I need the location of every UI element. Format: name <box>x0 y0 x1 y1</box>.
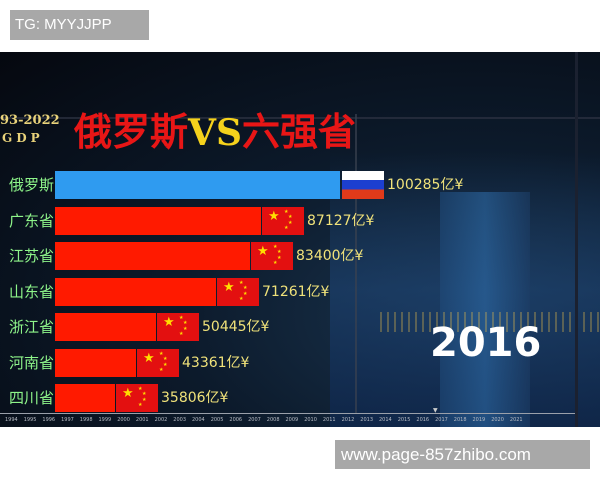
title-six-provinces: 六强省 <box>241 109 356 154</box>
watermark-bottom: www.page-857zhibo.com <box>335 440 590 469</box>
timeline-tick[interactable]: 2009 <box>285 417 299 423</box>
bar <box>55 206 261 235</box>
timeline-tick[interactable]: 2013 <box>360 417 374 423</box>
timeline-tick[interactable]: 1994 <box>5 417 18 423</box>
timeline-tick[interactable]: 2010 <box>304 417 317 423</box>
bar-label: 浙江省 <box>8 318 54 336</box>
timeline-tick[interactable]: 2020 <box>491 417 504 423</box>
title-vs: VS <box>188 112 242 154</box>
chart-subtitle-years: 93-2022 <box>0 113 60 128</box>
bar <box>55 313 156 341</box>
timeline-tick[interactable]: 2011 <box>322 417 336 423</box>
chart-title: 俄罗斯VS六强省 <box>74 110 356 155</box>
timeline-tick[interactable]: 2004 <box>192 417 205 423</box>
bar-value: 71261亿¥ <box>262 283 330 300</box>
china-flag-icon: ★ ★ ★ ★ ★ <box>251 242 293 270</box>
timeline-tick[interactable]: 2000 <box>117 417 130 423</box>
chart-subtitle-gdp: GDP <box>2 131 44 145</box>
timeline-ticks: 1994 1995 1996 1997 1998 1999 2000 2001 2002 2003… <box>0 416 600 426</box>
russia-flag-icon <box>342 171 384 199</box>
bar-value: 35806亿¥ <box>161 390 229 406</box>
bar-value: 83400亿¥ <box>296 248 364 264</box>
bar <box>55 384 115 412</box>
bar <box>55 277 216 306</box>
timeline-tick[interactable]: 1998 <box>79 417 93 423</box>
timeline-tick[interactable]: 2012 <box>341 417 355 423</box>
watermark-top: TG: MYYJJPP <box>10 10 149 40</box>
bar <box>55 242 250 270</box>
timeline-tick[interactable]: 1995 <box>23 417 37 423</box>
timeline-tick[interactable]: 2021 <box>509 417 523 423</box>
timeline-tick[interactable]: 2001 <box>135 417 149 423</box>
china-flag-icon: ★ ★ ★ ★ ★ <box>137 348 179 377</box>
timeline-tick[interactable]: 2015 <box>397 417 411 423</box>
timeline-tick[interactable]: 1997 <box>61 417 74 423</box>
timeline-tick[interactable]: 2008 <box>266 417 280 423</box>
bar <box>55 348 136 377</box>
grid-line <box>355 114 357 414</box>
timeline-tick[interactable]: 2018 <box>453 417 467 423</box>
timeline-tick[interactable]: 2014 <box>379 417 392 423</box>
bar-label: 四川省 <box>8 389 54 407</box>
timeline-axis <box>0 413 575 414</box>
bar-value: 43361亿¥ <box>182 354 250 371</box>
timeline-marker-icon[interactable]: ▼ <box>433 407 438 414</box>
bar-value: 50445亿¥ <box>202 319 270 335</box>
timeline-tick[interactable]: 2007 <box>248 417 261 423</box>
bar-label: 俄罗斯 <box>8 176 54 194</box>
timeline-tick[interactable]: 2017 <box>435 417 448 423</box>
timeline-tick[interactable]: 2005 <box>210 417 224 423</box>
city-background <box>330 152 600 427</box>
timeline-tick[interactable]: 1996 <box>42 417 56 423</box>
grid-line <box>575 52 578 427</box>
timeline-tick[interactable]: 2019 <box>472 417 486 423</box>
bar-value: 100285亿¥ <box>387 177 464 193</box>
bar <box>55 171 340 199</box>
china-flag-icon: ★ ★ ★ ★ ★ <box>262 206 304 235</box>
title-russia: 俄罗斯 <box>74 109 189 154</box>
china-flag-icon: ★ ★ ★ ★ ★ <box>116 384 158 412</box>
current-year: 2016 <box>430 320 542 366</box>
timeline-tick[interactable]: 2016 <box>416 417 430 423</box>
timeline-tick[interactable]: 2002 <box>154 417 168 423</box>
china-flag-icon: ★ ★ ★ ★ ★ <box>157 313 199 341</box>
bar-value: 87127亿¥ <box>307 212 375 229</box>
timeline-tick[interactable]: 1999 <box>98 417 112 423</box>
timeline-tick[interactable]: 2003 <box>173 417 187 423</box>
bar-label: 广东省 <box>8 211 54 230</box>
bar-label: 江苏省 <box>8 247 54 265</box>
bar-label: 河南省 <box>8 353 54 372</box>
china-flag-icon: ★ ★ ★ ★ ★ <box>217 277 259 306</box>
grid-line <box>0 117 600 119</box>
timeline-tick[interactable]: 2006 <box>229 417 243 423</box>
chart-video-frame: 93-2022 GDP 俄罗斯VS六强省 俄罗斯 100285亿¥ 广东省 ★ ★ ★ ★ ★… <box>0 52 600 427</box>
bar-label: 山东省 <box>8 282 54 301</box>
